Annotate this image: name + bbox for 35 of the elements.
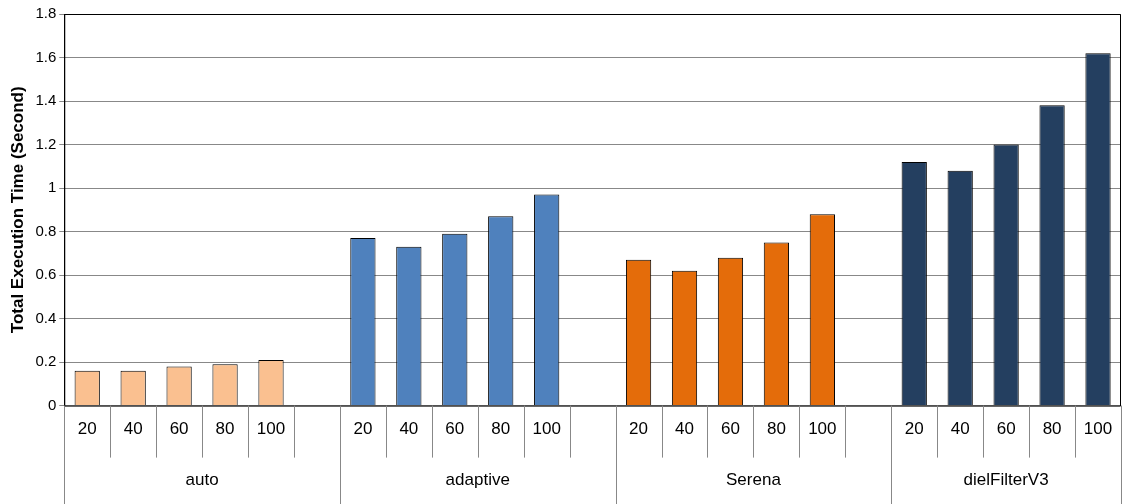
- text: auto: [185, 470, 219, 490]
- x-tick-label: 80: [766, 419, 786, 439]
- x-tick-label: 20: [353, 419, 373, 439]
- y-axis-title: Total Execution Time (Second): [7, 86, 27, 334]
- x-tick-label: 100: [532, 419, 561, 439]
- y-tick-label: 0.8: [35, 221, 57, 239]
- y-tick-label: 1.6: [35, 47, 57, 65]
- y-tick-label: 0.6: [35, 265, 57, 283]
- x-tick-label: 40: [950, 419, 970, 439]
- x-tick-label: 100: [1083, 419, 1113, 439]
- x-tick-label: 40: [123, 419, 143, 439]
- x-tick-label: 60: [721, 419, 740, 439]
- x-tick-label: 40: [399, 419, 419, 439]
- x-tick-label: 60: [445, 419, 465, 439]
- text: dielFilterV3: [963, 470, 1049, 490]
- text: Serena: [726, 470, 782, 490]
- x-tick-label: 80: [215, 419, 235, 439]
- x-tick-label: 80: [1042, 419, 1062, 439]
- x-tick-label: 40: [675, 419, 694, 439]
- y-tick-label: 0.4: [35, 308, 57, 326]
- x-tick-label: 20: [77, 419, 97, 439]
- x-tick-label: 60: [169, 419, 189, 439]
- y-tick-label: 0: [47, 395, 57, 413]
- y-tick-label: 1: [47, 178, 57, 196]
- x-tick-label: 20: [629, 419, 649, 439]
- x-tick-label: 100: [256, 419, 286, 439]
- y-tick-label: 0.2: [35, 352, 57, 370]
- x-tick-label: 20: [904, 419, 924, 439]
- y-tick-label: 1.8: [35, 4, 57, 22]
- x-tick-label: 100: [808, 419, 837, 439]
- x-tick-label: 60: [996, 419, 1016, 439]
- y-tick-label: 1.4: [35, 91, 57, 109]
- x-tick-label: 80: [491, 419, 511, 439]
- text: adaptive: [445, 470, 510, 490]
- y-tick-label: 1.2: [35, 134, 57, 152]
